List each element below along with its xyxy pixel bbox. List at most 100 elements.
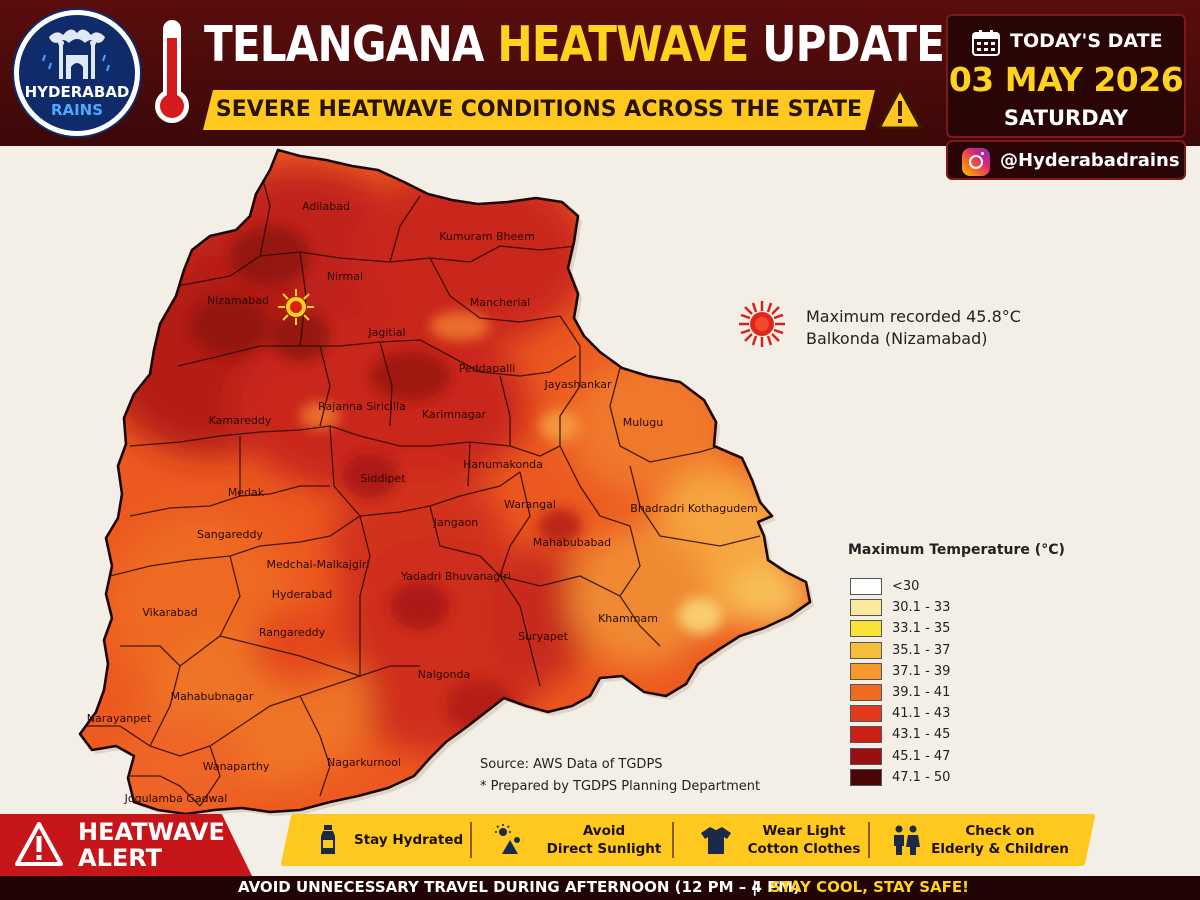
district-label: Medchal-Malkajgiri bbox=[266, 558, 370, 571]
footer-separator: | bbox=[752, 878, 758, 896]
max-recorded-value: Maximum recorded 45.8°C bbox=[806, 307, 1021, 326]
district-label: Rajanna Siricilla bbox=[318, 400, 406, 413]
tip-avoid-sunlight: Avoid Direct Sunlight bbox=[490, 814, 661, 866]
max-temperature-legend-icon bbox=[739, 301, 785, 347]
tip-label: Wear Light Cotton Clothes bbox=[746, 822, 862, 858]
legend-label: 47.1 - 50 bbox=[892, 769, 951, 785]
legend-label: 30.1 - 33 bbox=[892, 600, 951, 616]
district-label: Adilabad bbox=[302, 200, 350, 213]
charminar-icon bbox=[42, 29, 110, 79]
district-label: Jayashankar bbox=[544, 378, 612, 391]
instagram-handle-box: @Hyderabadrains bbox=[946, 140, 1186, 180]
legend-title: Maximum Temperature (°C) bbox=[848, 542, 1065, 558]
instagram-handle: @Hyderabadrains bbox=[1000, 150, 1180, 171]
max-recorded-location: Balkonda (Nizamabad) bbox=[806, 329, 988, 348]
tip-stay-hydrated: Stay Hydrated bbox=[312, 814, 472, 866]
tip-label: Avoid Direct Sunlight bbox=[544, 822, 664, 858]
legend-swatch bbox=[850, 747, 882, 765]
district-label: Khammam bbox=[598, 612, 658, 625]
district-label: Vikarabad bbox=[142, 606, 198, 619]
prepared-by-line: * Prepared by TGDPS Planning Department bbox=[480, 779, 761, 794]
legend-label: 33.1 - 35 bbox=[892, 621, 951, 637]
district-label: Jagitial bbox=[368, 326, 406, 339]
legend-label: 35.1 - 37 bbox=[892, 642, 951, 658]
family-icon bbox=[894, 825, 920, 855]
logo-text-line1: HYDERABAD bbox=[24, 83, 130, 101]
district-label: Warangal bbox=[504, 498, 556, 511]
title-part2: UPDATE bbox=[748, 16, 945, 73]
district-label: Nagarkurnool bbox=[326, 756, 402, 769]
tip-check-elderly: Check on Elderly & Children bbox=[886, 814, 1076, 866]
tip-wear-light-clothes: Wear Light Cotton Clothes bbox=[692, 814, 862, 866]
legend-swatch bbox=[850, 620, 882, 638]
district-label: Mancherial bbox=[469, 296, 531, 309]
district-label: Mahabubabad bbox=[532, 536, 612, 549]
district-label: Mulugu bbox=[622, 416, 664, 429]
footer-slogan: STAY COOL, STAY SAFE! bbox=[770, 878, 969, 896]
water-bottle-icon bbox=[321, 825, 335, 854]
legend-swatch bbox=[850, 768, 882, 786]
instagram-icon bbox=[962, 148, 990, 176]
district-label: Bhadradri Kothagudem bbox=[630, 502, 758, 515]
date-label: TODAY'S DATE bbox=[1010, 30, 1163, 52]
legend-swatch bbox=[850, 641, 882, 659]
district-label: Sangareddy bbox=[197, 528, 263, 541]
legend-label: 43.1 - 45 bbox=[892, 727, 951, 743]
tip-label-line1: Avoid bbox=[582, 823, 626, 839]
warning-icon bbox=[877, 87, 923, 130]
max-recorded-text: Maximum recorded 45.8°C Balkonda (Nizama… bbox=[806, 306, 1021, 350]
hyderabad-rains-logo: HYDERABAD RAINS bbox=[14, 10, 140, 136]
district-label: Mahabubnagar bbox=[170, 690, 254, 703]
legend-label: 41.1 - 43 bbox=[892, 706, 951, 722]
logo-text-line2: RAINS bbox=[50, 101, 104, 119]
district-label: Narayanpet bbox=[86, 712, 152, 725]
district-label: Kumuram Bheem bbox=[439, 230, 535, 243]
district-label: Hanumakonda bbox=[463, 458, 543, 471]
district-label: Yadadri Bhuvanagiri bbox=[401, 570, 511, 583]
legend-label: 45.1 - 47 bbox=[892, 748, 951, 764]
legend-swatch bbox=[850, 578, 882, 595]
tip-label-line2: Direct Sunlight bbox=[546, 841, 662, 857]
date-box: TODAY'S DATE 03 MAY 2026 SATURDAY bbox=[946, 14, 1186, 138]
tip-label-line1: Check on bbox=[965, 823, 1035, 839]
district-label: Siddipet bbox=[360, 472, 406, 485]
footer-bar: AVOID UNNECESSARY TRAVEL DURING AFTERNOO… bbox=[0, 876, 1200, 900]
tip-label-line1: Stay Hydrated bbox=[354, 832, 464, 848]
legend-label: <30 bbox=[892, 579, 920, 594]
district-label: Medak bbox=[227, 486, 265, 499]
district-label: Rangareddy bbox=[258, 626, 326, 639]
legend-swatch bbox=[850, 726, 882, 744]
alert-warning-icon bbox=[15, 822, 63, 866]
telangana-map bbox=[78, 148, 814, 816]
district-label: Suryapet bbox=[518, 630, 568, 643]
district-label: Hyderabad bbox=[271, 588, 333, 601]
district-label: Jangaon bbox=[433, 516, 479, 529]
alert-title-line2: ALERT bbox=[78, 844, 163, 872]
legend-swatch bbox=[850, 684, 882, 701]
tip-separator bbox=[672, 822, 674, 858]
alert-title-line1: HEATWAVE bbox=[78, 818, 225, 846]
district-label: Kamareddy bbox=[208, 414, 272, 427]
tip-label-line2: Elderly & Children bbox=[931, 841, 1069, 857]
sun-umbrella-icon bbox=[495, 824, 520, 854]
tshirt-icon bbox=[701, 827, 731, 854]
tip-label-line2: Cotton Clothes bbox=[747, 841, 861, 857]
district-label: Peddapalli bbox=[458, 362, 516, 375]
footer-travel-advice: AVOID UNNECESSARY TRAVEL DURING AFTERNOO… bbox=[238, 878, 800, 896]
source-line: Source: AWS Data of TGDPS bbox=[480, 757, 663, 772]
legend-swatch bbox=[850, 705, 882, 723]
title-part1: TELANGANA bbox=[204, 16, 498, 73]
legend-label: 37.1 - 39 bbox=[892, 663, 951, 679]
date-value: 03 MAY 2026 bbox=[948, 60, 1184, 99]
date-day: SATURDAY bbox=[1003, 106, 1129, 130]
title-highlight: HEATWAVE bbox=[497, 16, 749, 73]
legend-label: 39.1 - 41 bbox=[892, 685, 951, 700]
district-label: Jogulamba Gadwal bbox=[124, 792, 228, 805]
heat-map bbox=[0, 146, 900, 816]
subtitle: SEVERE HEATWAVE CONDITIONS ACROSS THE ST… bbox=[215, 97, 863, 122]
source-note: Source: AWS Data of TGDPS * Prepared by … bbox=[480, 754, 760, 798]
tip-label-line1: Wear Light bbox=[762, 823, 846, 839]
district-label: Wanaparthy bbox=[202, 760, 270, 773]
district-label: Nirmal bbox=[326, 270, 364, 283]
tip-separator bbox=[470, 822, 472, 858]
